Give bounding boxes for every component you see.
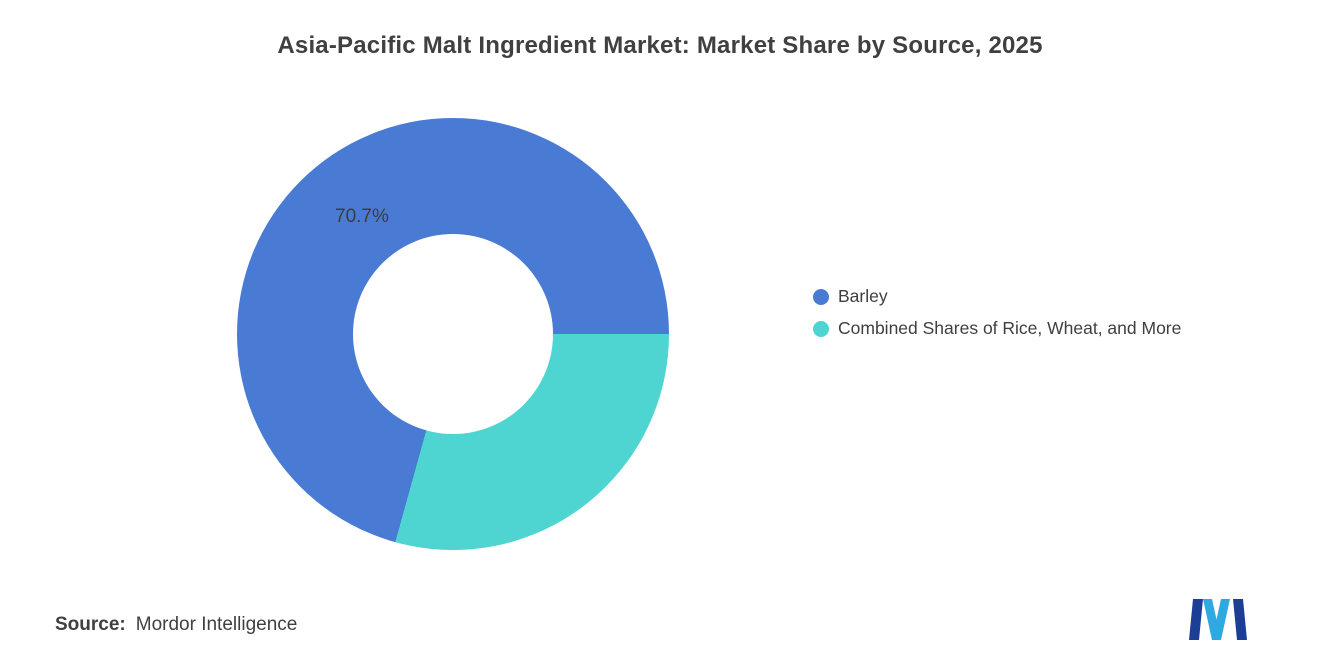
chart-title: Asia-Pacific Malt Ingredient Market: Mar… <box>277 32 1043 59</box>
legend-label-barley: Barley <box>838 286 888 306</box>
donut-hole <box>353 234 553 434</box>
source-name: Mordor Intelligence <box>135 614 298 635</box>
logo-right-stroke <box>1233 599 1247 640</box>
mordor-intelligence-logo <box>1189 599 1247 640</box>
slice-data-label-barley: 70.7% <box>335 206 389 227</box>
logo-middle-v-right <box>1212 599 1230 640</box>
logo-left-stroke <box>1189 599 1203 640</box>
legend-bullet-barley <box>813 288 829 305</box>
legend-bullet-combined-shares <box>813 320 829 337</box>
chart-legend: Barley Combined Shares of Rice, Wheat, a… <box>813 286 1181 339</box>
source-attribution: Source: Mordor Intelligence <box>55 614 297 636</box>
legend-item-barley[interactable]: Barley <box>813 286 1181 307</box>
legend-label-combined-shares: Combined Shares of Rice, Wheat, and More <box>838 318 1182 338</box>
donut-chart-area: 70.7% <box>237 118 669 550</box>
legend-item-combined-shares[interactable]: Combined Shares of Rice, Wheat, and More <box>813 318 1181 339</box>
source-prefix-label: Source: <box>55 614 126 635</box>
